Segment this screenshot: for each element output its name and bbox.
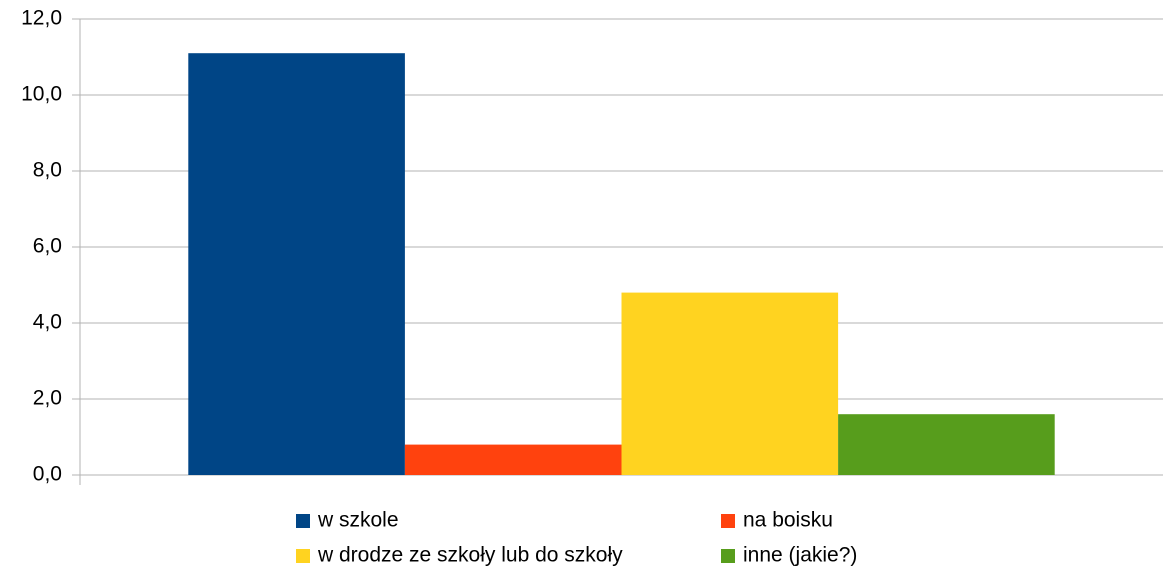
legend-swatch [296, 549, 310, 563]
legend-swatch [721, 549, 735, 563]
y-tick-label: 6,0 [33, 235, 62, 258]
legend-label: w szkole [317, 509, 399, 532]
y-tick-label: 0,0 [33, 463, 62, 486]
legend-label: inne (jakie?) [743, 544, 857, 567]
legend-swatch [296, 514, 310, 528]
legend-label: w drodze ze szkoły lub do szkoły [317, 544, 623, 567]
y-tick-label: 2,0 [33, 387, 62, 410]
y-tick-label: 12,0 [21, 7, 62, 30]
legend-label: na boisku [743, 509, 833, 532]
y-tick-label: 8,0 [33, 159, 62, 182]
bar [838, 414, 1055, 475]
legend-swatch [721, 514, 735, 528]
bar [621, 292, 839, 475]
y-tick-label: 10,0 [21, 83, 62, 106]
bar [404, 444, 622, 475]
bar [188, 53, 405, 475]
y-tick-label: 4,0 [33, 311, 62, 334]
